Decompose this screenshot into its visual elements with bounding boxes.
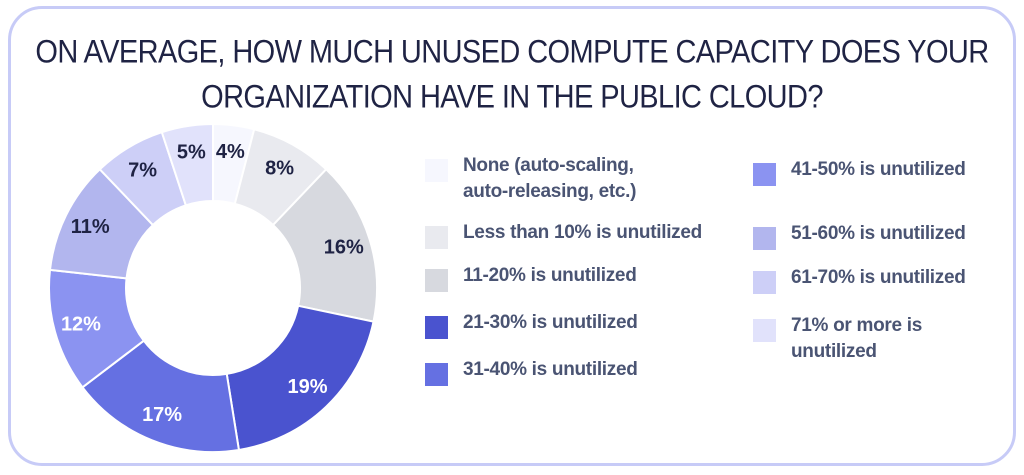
legend-swatch: [753, 271, 776, 294]
legend-label: None (auto-scaling, auto-releasing, etc.…: [463, 155, 637, 202]
legend-swatch: [425, 226, 448, 249]
legend-label: 41-50% is unutilized: [791, 159, 966, 180]
legend-label: 31-40% is unutilized: [463, 359, 638, 380]
slice-value-label: 11%: [71, 216, 110, 238]
slice-value-label: 12%: [61, 314, 101, 336]
legend-item-21-30: 21-30% is unutilized: [425, 310, 725, 339]
legend-label: 51-60% is unutilized: [791, 223, 966, 244]
legend-item-31-40: 31-40% is unutilized: [425, 357, 725, 386]
legend-item-none: None (auto-scaling, auto-releasing, etc.…: [425, 153, 725, 205]
legend-swatch: [425, 316, 448, 339]
legend-label: Less than 10% is unutilized: [463, 222, 702, 243]
slice-value-label: 7%: [128, 159, 157, 181]
legend-swatch: [753, 163, 776, 186]
legend-swatch: [753, 319, 776, 342]
slice-value-label: 19%: [288, 376, 328, 398]
legend-label: 21-30% is unutilized: [463, 312, 638, 333]
legend-swatch: [425, 159, 448, 182]
donut-slice: [225, 304, 375, 452]
legend-item-51-60: 51-60% is unutilized: [753, 221, 1003, 250]
donut-slice: [160, 122, 214, 207]
legend-item-61-70: 61-70% is unutilized: [753, 265, 1003, 294]
legend-label: 61-70% is unutilized: [791, 267, 966, 288]
slice-value-label: 8%: [265, 157, 294, 179]
slice-value-label: 4%: [216, 141, 245, 163]
slice-value-label: 16%: [324, 236, 364, 258]
legend-item-11-20: 11-20% is unutilized: [425, 263, 725, 292]
slice-value-label: 5%: [177, 142, 206, 164]
chart-title: ON AVERAGE, HOW MUCH UNUSED COMPUTE CAPA…: [35, 34, 989, 116]
legend-item-71-plus: 71% or more is unutilized: [753, 313, 1003, 365]
legend-label: 71% or more is unutilized: [791, 315, 922, 362]
legend-item-41-50: 41-50% is unutilized: [753, 157, 1003, 186]
slice-value-label: 17%: [142, 404, 182, 426]
legend-swatch: [425, 269, 448, 292]
legend-item-less-than-10: Less than 10% is unutilized: [425, 220, 725, 249]
legend-swatch: [753, 227, 776, 250]
legend-swatch: [425, 363, 448, 386]
legend-label: 11-20% is unutilized: [463, 265, 637, 286]
